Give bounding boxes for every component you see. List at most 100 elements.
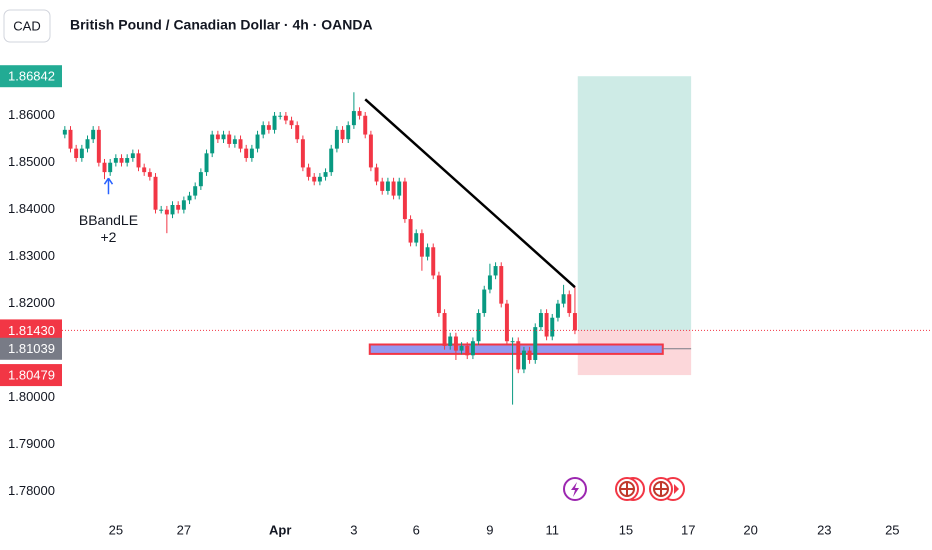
candle-body (125, 158, 130, 163)
x-tick-label: 3 (350, 522, 357, 537)
candle-body (351, 111, 356, 126)
candle-body (567, 294, 572, 314)
candle-body (374, 167, 379, 182)
candle-body (317, 176, 322, 182)
x-tick-label: 11 (546, 522, 560, 537)
signal-label: BBandLE (79, 212, 138, 228)
candle-body (516, 341, 521, 370)
x-tick-label: 20 (743, 522, 757, 537)
candle-body (238, 139, 243, 149)
candle-body (572, 313, 577, 331)
price-label: 1.80479 (8, 368, 55, 383)
y-tick-label: 1.82000 (8, 295, 55, 310)
signal-count: +2 (100, 229, 116, 245)
candle-body (159, 209, 164, 211)
candle-body (368, 134, 373, 168)
candle-body (561, 294, 566, 304)
candle-body (136, 153, 141, 168)
candle-body (204, 153, 209, 173)
candle-body (391, 181, 396, 196)
candle-body (68, 129, 73, 149)
x-tick-label: 25 (885, 522, 899, 537)
candle-body (153, 176, 158, 210)
candle-body (550, 317, 555, 337)
trendline (364, 98, 576, 289)
flag-cross (620, 482, 634, 496)
candle-body (499, 266, 504, 304)
y-tick-label: 1.83000 (8, 248, 55, 263)
candle-body (510, 341, 515, 343)
y-tick-label: 1.79000 (8, 436, 55, 451)
candle-body (334, 129, 339, 149)
candle-body (453, 336, 458, 351)
y-tick-label: 1.86000 (8, 107, 55, 122)
symbol[interactable]: CAD (13, 18, 40, 33)
candle-body (295, 125, 300, 140)
y-tick-label: 1.78000 (8, 483, 55, 498)
candle-body (300, 139, 305, 168)
target-zone (577, 76, 692, 331)
candle-body (91, 129, 96, 140)
candle-body (108, 162, 113, 173)
candle-body (119, 158, 124, 163)
x-tick-label: 27 (177, 522, 191, 537)
candle-body (187, 195, 192, 201)
candle-body (198, 172, 203, 187)
candle-body (465, 345, 470, 356)
candle-body (357, 111, 362, 116)
candle-body (232, 139, 237, 144)
candle-body (278, 115, 283, 117)
plot-area: 1.78000 1.79000 1.80000 1.82000 1.83000 1.840… (0, 65, 932, 537)
candle-body (408, 219, 413, 243)
price-label-box (0, 364, 62, 387)
candle-body (227, 134, 232, 144)
signal-arrow (103, 177, 114, 195)
candle-body (470, 341, 475, 356)
price-label-box (0, 319, 62, 342)
candle-body (272, 115, 277, 130)
candle-body (459, 345, 464, 351)
candle-body (79, 148, 84, 159)
lightning (571, 482, 579, 497)
price-label-box (0, 65, 62, 88)
candle-body (249, 148, 254, 159)
x-tick-label: 15 (619, 522, 633, 537)
candle-body (436, 275, 441, 314)
candle-body (215, 134, 220, 140)
candle-body (142, 167, 147, 173)
candle-body (402, 181, 407, 220)
candle-body (476, 313, 481, 342)
x-tick-label: Apr (269, 522, 291, 537)
candle-body (397, 181, 402, 196)
candle-body (147, 172, 152, 177)
candle-body (448, 336, 453, 346)
x-tick-label: 23 (817, 522, 831, 537)
candle-body (266, 125, 271, 130)
candle-body (504, 303, 509, 342)
candle-body (442, 313, 447, 346)
candle-body (482, 289, 487, 314)
chart-title: British Pound / Canadian Dollar · 4h · O… (70, 17, 373, 33)
x-tick-label: 6 (413, 522, 420, 537)
candle-body (74, 148, 79, 159)
candle-body (493, 266, 498, 276)
candle-body (380, 181, 385, 191)
candle-body (538, 313, 543, 328)
event-icons (563, 477, 685, 501)
candle-body (385, 181, 390, 191)
price-label: 1.86842 (8, 69, 55, 84)
candle-body (527, 350, 532, 360)
candle-body (346, 125, 351, 140)
candle-body (130, 153, 135, 159)
y-tick-label: 1.84000 (8, 201, 55, 216)
x-tick-label: 9 (486, 522, 493, 537)
candle-body (170, 205, 175, 215)
candle-body (431, 247, 436, 276)
price-label-box (0, 337, 62, 360)
candle-body (414, 233, 419, 243)
candle-body (555, 303, 560, 318)
symbol-box[interactable] (3, 9, 51, 43)
candle-body (62, 129, 67, 135)
candle-body (425, 247, 430, 257)
